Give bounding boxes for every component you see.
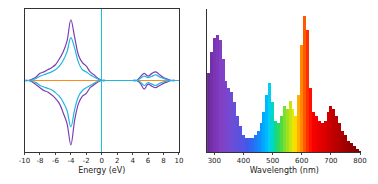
- svg-text:10: 10: [175, 157, 184, 165]
- svg-text:-8: -8: [36, 157, 43, 165]
- svg-text:Wavelength (nm): Wavelength (nm): [250, 166, 319, 175]
- svg-text:300: 300: [208, 157, 221, 165]
- svg-text:800: 800: [353, 157, 366, 165]
- svg-text:4: 4: [130, 157, 135, 165]
- svg-text:500: 500: [266, 157, 279, 165]
- svg-text:400: 400: [237, 157, 250, 165]
- svg-text:600: 600: [295, 157, 308, 165]
- svg-text:-6: -6: [52, 157, 60, 165]
- svg-text:8: 8: [161, 157, 165, 165]
- svg-text:2: 2: [115, 157, 119, 165]
- svg-text:-10: -10: [19, 157, 30, 165]
- svg-text:-2: -2: [83, 157, 90, 165]
- svg-text:0: 0: [100, 157, 104, 165]
- svg-text:-4: -4: [67, 157, 75, 165]
- svg-text:700: 700: [324, 157, 337, 165]
- svg-text:Energy (eV): Energy (eV): [78, 166, 125, 175]
- svg-text:6: 6: [146, 157, 151, 165]
